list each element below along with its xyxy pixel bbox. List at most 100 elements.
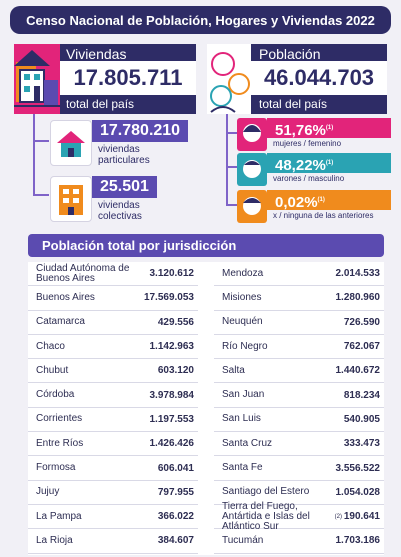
jurisdiction-name-text: Formosa <box>36 462 76 474</box>
connector-line <box>33 140 49 196</box>
colectivas-value: 25.501 <box>92 176 157 198</box>
mujeres-value: 51,76% <box>275 122 326 139</box>
table-row: Catamarca 429.556 <box>28 311 198 335</box>
table-row: Córdoba 3.978.984 <box>28 383 198 408</box>
viviendas-colectivas: 25.501 viviendas colectivas <box>50 176 190 222</box>
table-row: Tierra del Fuego, Antártida e Islas del … <box>214 500 384 532</box>
table-row: Santa Cruz 333.473 <box>214 432 384 457</box>
jurisdiction-name-text: San Luis <box>222 413 261 425</box>
connector-line <box>226 166 238 206</box>
jurisdiction-name: Jujuy <box>36 481 59 504</box>
particulares-line2: particulares <box>98 155 150 166</box>
varones-stat: 48,22%(1) varones / masculino <box>237 153 391 186</box>
jurisdiction-name-text: Ciudad Autónoma de Buenos Aires <box>36 262 130 284</box>
jurisdiction-name-text: Mendoza <box>222 267 264 279</box>
table-row: Santiago del Estero 1.054.028 <box>214 481 384 505</box>
jurisdiction-name: Formosa <box>36 456 75 479</box>
jurisdiction-name: Chubut <box>36 359 68 382</box>
jurisdiction-name-text: Corrientes <box>36 413 83 425</box>
jurisdiction-name-text: Córdoba <box>36 389 75 401</box>
jurisdiction-name: Catamarca <box>36 311 85 334</box>
table-row: Salta 1.440.672 <box>214 359 384 384</box>
jurisdiction-name-text: Catamarca <box>36 316 85 328</box>
jurisdiction-name: Entre Ríos <box>36 432 83 455</box>
viviendas-total-caption: total del país <box>66 97 135 111</box>
connector-line <box>33 114 49 142</box>
jurisdiction-name-text: La Rioja <box>36 534 73 546</box>
jurisdiction-name: Mendoza <box>222 262 263 285</box>
jurisdiction-name: Corrientes <box>36 408 82 431</box>
page-title: Censo Nacional de Población, Hogares y V… <box>26 12 375 28</box>
people-faces-icon <box>207 44 251 114</box>
jurisdiction-name: San Juan <box>222 383 264 406</box>
jurisdiction-name-text: Salta <box>222 364 245 376</box>
table-row: San Juan 818.234 <box>214 383 384 408</box>
jurisdiction-population: 333.473 <box>343 438 380 450</box>
varones-value: 48,22% <box>275 157 326 174</box>
jurisdiction-name: Buenos Aires <box>36 286 95 309</box>
jurisdiction-population: 1.142.963 <box>149 341 195 353</box>
jurisdiction-name: La Pampa <box>36 505 82 528</box>
jurisdiction-name-text: Río Negro <box>222 340 268 352</box>
viviendas-total: 17.805.711 <box>60 61 196 95</box>
varones-footnote: (1) <box>325 160 334 166</box>
jurisdiction-population: 606.041 <box>157 462 194 474</box>
otros-label: x / ninguna de las anteriores <box>273 211 374 220</box>
jurisdiction-name-text: Buenos Aires <box>36 291 95 303</box>
jurisdiction-population: 3.556.522 <box>335 462 381 474</box>
jurisdiction-population: 603.120 <box>157 365 194 377</box>
woman-face-icon <box>237 118 267 151</box>
table-row: Entre Ríos 1.426.426 <box>28 432 198 457</box>
table-row: San Luis 540.905 <box>214 408 384 433</box>
table-column-right: Mendoza 2.014.533 Misiones 1.280.960 Neuquén… <box>214 262 384 554</box>
jurisdiction-name-text: Tierra del Fuego, Antártida e Islas del … <box>222 500 310 532</box>
otros-footnote: (1) <box>317 197 325 203</box>
jurisdiction-name: Neuquén <box>222 311 263 334</box>
otros-value: 0,02% <box>275 194 318 211</box>
poblacion-card: Población 46.044.703 total del país <box>207 44 387 114</box>
jurisdiction-population: 1.426.426 <box>149 438 195 450</box>
jurisdiction-population: 3.978.984 <box>149 389 195 401</box>
particulares-value: 17.780.210 <box>92 120 189 142</box>
jurisdiction-name: Chaco <box>36 335 65 358</box>
jurisdiction-name: Salta <box>222 359 245 382</box>
table-row: Santa Fe 3.556.522 <box>214 456 384 481</box>
jurisdiction-population: 1.054.028 <box>335 486 381 498</box>
jurisdiction-name: Río Negro <box>222 335 268 358</box>
viviendas-particulares: 17.780.210 viviendas particulares <box>50 120 190 166</box>
jurisdiction-name-text: Santa Cruz <box>222 437 273 449</box>
jurisdiction-population: 366.022 <box>157 511 194 523</box>
jurisdiction-name-text: Santa Fe <box>222 462 263 474</box>
buildings-icon <box>14 44 60 114</box>
jurisdiction-name: Córdoba <box>36 383 74 406</box>
table-row: Mendoza 2.014.533 <box>214 262 384 287</box>
jurisdiction-name: Santa Cruz <box>222 432 272 455</box>
varones-value-box: 48,22%(1) <box>267 153 391 174</box>
person-face-icon <box>237 190 267 223</box>
jurisdiction-population: 190.641 <box>343 511 380 523</box>
jurisdiction-name-text: Tucumán <box>222 534 264 546</box>
jurisdiction-name-text: La Pampa <box>36 510 82 522</box>
table-row: Ciudad Autónoma de Buenos Aires 3.120.612 <box>28 262 198 287</box>
jurisdiction-name: San Luis <box>222 408 261 431</box>
jurisdiction-population: 797.955 <box>157 486 194 498</box>
poblacion-label: Población <box>259 46 321 62</box>
mujeres-value-box: 51,76%(1) <box>267 118 391 139</box>
particulares-line1: viviendas <box>98 144 140 155</box>
jurisdiction-population: 726.590 <box>343 316 380 328</box>
poblacion-total-caption: total del país <box>259 97 328 111</box>
jurisdiction-population: 1.197.553 <box>149 413 195 425</box>
viviendas-card: Viviendas 17.805.711 total del país <box>14 44 196 114</box>
jurisdiction-population: 2.014.533 <box>335 268 381 280</box>
jurisdiction-name-text: Jujuy <box>36 486 60 498</box>
poblacion-total: 46.044.703 <box>251 61 387 95</box>
jurisdiction-name-text: Chaco <box>36 340 65 352</box>
table-row: Chubut 603.120 <box>28 359 198 384</box>
table-row: La Pampa 366.022 <box>28 505 198 530</box>
otros-stat: 0,02%(1) x / ninguna de las anteriores <box>237 190 391 223</box>
jurisdiction-name: Misiones <box>222 286 261 309</box>
colectivas-line1: viviendas <box>98 200 140 211</box>
mujeres-footnote: (1) <box>325 125 334 131</box>
table-column-left: Ciudad Autónoma de Buenos Aires 3.120.612… <box>28 262 198 554</box>
table-row: La Rioja 384.607 <box>28 529 198 554</box>
